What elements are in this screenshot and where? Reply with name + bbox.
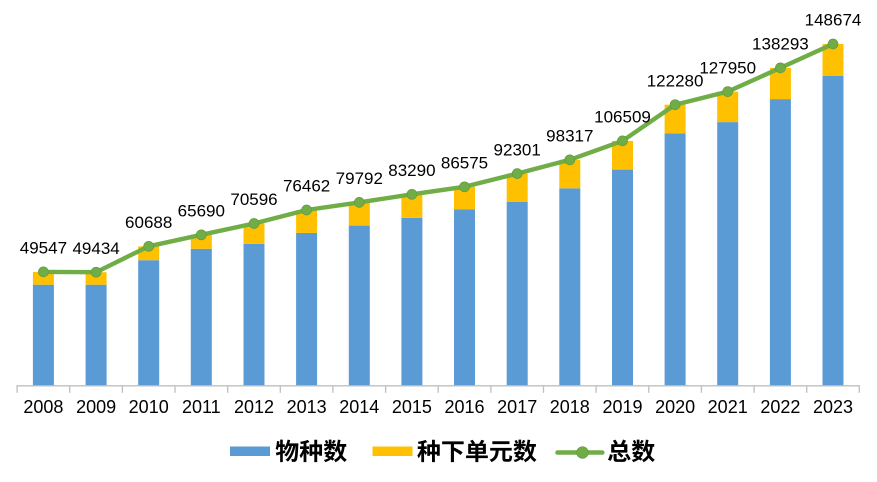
svg-text:2020: 2020	[655, 397, 695, 417]
svg-text:106509: 106509	[594, 108, 651, 127]
svg-text:79792: 79792	[336, 169, 383, 188]
svg-text:60688: 60688	[125, 213, 172, 232]
svg-text:122280: 122280	[647, 71, 704, 90]
svg-text:2018: 2018	[550, 397, 590, 417]
svg-text:2013: 2013	[287, 397, 327, 417]
svg-text:92301: 92301	[494, 140, 541, 159]
svg-text:2016: 2016	[444, 397, 484, 417]
svg-text:2017: 2017	[497, 397, 537, 417]
svg-text:148674: 148674	[805, 11, 862, 30]
svg-text:2014: 2014	[339, 397, 379, 417]
svg-text:2015: 2015	[392, 397, 432, 417]
svg-text:76462: 76462	[283, 177, 330, 196]
svg-text:2008: 2008	[23, 397, 63, 417]
svg-text:2010: 2010	[129, 397, 169, 417]
svg-text:65690: 65690	[178, 202, 225, 221]
svg-text:2009: 2009	[76, 397, 116, 417]
svg-text:83290: 83290	[388, 161, 435, 180]
svg-text:2012: 2012	[234, 397, 274, 417]
svg-text:2021: 2021	[708, 397, 748, 417]
svg-text:86575: 86575	[441, 154, 488, 173]
svg-text:2023: 2023	[813, 397, 853, 417]
svg-text:70596: 70596	[230, 190, 277, 209]
svg-text:2011: 2011	[182, 397, 221, 417]
svg-text:127950: 127950	[699, 58, 756, 77]
svg-text:98317: 98317	[546, 127, 593, 146]
svg-text:2019: 2019	[602, 397, 642, 417]
svg-text:49434: 49434	[72, 239, 119, 258]
svg-text:49547: 49547	[20, 239, 67, 258]
svg-text:138293: 138293	[752, 35, 809, 54]
svg-text:2022: 2022	[760, 397, 800, 417]
